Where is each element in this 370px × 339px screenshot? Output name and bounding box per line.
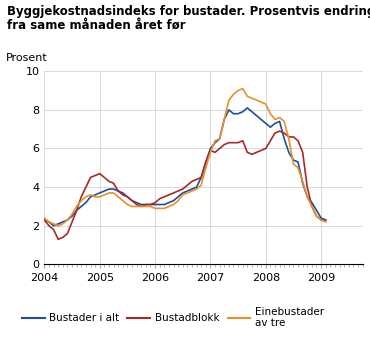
Text: Byggjekostnadsindeks for bustader. Prosentvis endring: Byggjekostnadsindeks for bustader. Prose… [7, 5, 370, 18]
Text: fra same månaden året før: fra same månaden året før [7, 19, 186, 32]
Legend: Bustader i alt, Bustadblokk, Einebustader
av tre: Bustader i alt, Bustadblokk, Einebustade… [18, 302, 328, 333]
Text: Prosent: Prosent [6, 54, 48, 63]
